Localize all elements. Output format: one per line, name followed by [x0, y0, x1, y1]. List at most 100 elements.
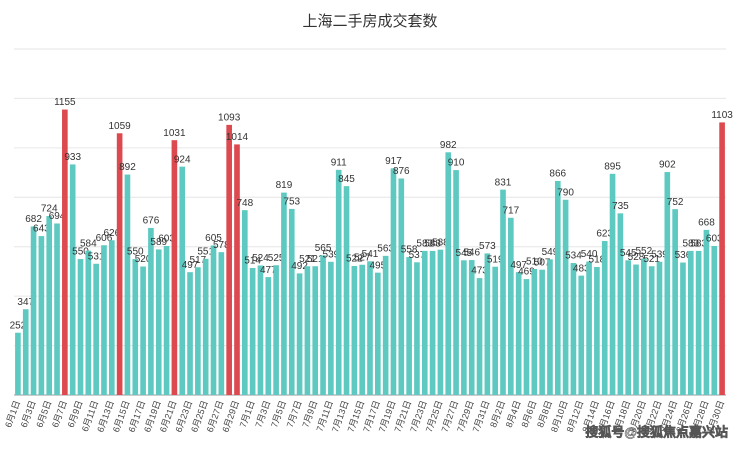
bar [226, 124, 232, 395]
value-label: 748 [236, 198, 253, 209]
value-label: 518 [589, 255, 606, 266]
bar [390, 168, 397, 395]
value-label: 558 [401, 245, 418, 256]
value-label: 525 [268, 253, 285, 264]
value-label: 605 [205, 233, 222, 244]
bar [179, 166, 186, 395]
bar [335, 169, 342, 395]
bar [202, 258, 209, 395]
value-label: 606 [96, 233, 113, 244]
bar [30, 226, 37, 395]
bar [398, 178, 405, 395]
value-label: 917 [385, 156, 402, 167]
value-label: 588 [432, 237, 449, 248]
bar [719, 122, 725, 395]
bar [406, 257, 412, 395]
bar [687, 250, 694, 395]
bar [508, 217, 514, 395]
bar [461, 260, 467, 395]
bar [500, 189, 506, 395]
bar [234, 144, 240, 395]
value-label: 521 [299, 254, 316, 265]
value-label: 347 [17, 297, 34, 308]
bar [304, 266, 311, 395]
value-label: 1155 [54, 97, 76, 108]
bar [273, 265, 279, 395]
bar [241, 210, 248, 395]
bar [265, 277, 272, 395]
value-label: 507 [534, 257, 551, 268]
value-label: 735 [612, 201, 629, 212]
value-label: 668 [698, 218, 715, 229]
bar [46, 216, 53, 395]
bar [132, 259, 139, 395]
bar [155, 249, 162, 395]
bar [711, 245, 718, 395]
value-label: 982 [440, 140, 457, 151]
value-label: 531 [88, 251, 105, 262]
value-label: 578 [213, 240, 230, 251]
value-label: 514 [244, 256, 261, 267]
bar [625, 260, 632, 395]
value-label: 537 [409, 250, 426, 261]
bar [148, 227, 154, 395]
bar [680, 262, 686, 395]
value-label: 539 [651, 249, 668, 260]
bar [288, 208, 295, 395]
value-label: 550 [127, 247, 144, 258]
value-label: 933 [64, 152, 81, 163]
value-label: 717 [502, 205, 519, 216]
value-label: 536 [675, 250, 692, 261]
bar [343, 186, 350, 395]
value-label: 519 [487, 254, 504, 265]
value-label: 583 [682, 239, 699, 250]
bar [421, 250, 428, 395]
bar [672, 209, 678, 395]
value-label: 527 [354, 252, 371, 263]
value-label: 1031 [163, 128, 186, 139]
value-label: 520 [135, 254, 152, 265]
bar [54, 223, 60, 395]
value-label: 876 [393, 166, 410, 177]
bar [570, 263, 577, 395]
value-label: 469 [518, 267, 535, 278]
bar [257, 265, 264, 395]
value-label: 603 [706, 234, 723, 245]
bar [351, 265, 358, 395]
value-label: 521 [643, 254, 660, 265]
bar [562, 199, 569, 395]
bar [163, 245, 170, 395]
value-label: 546 [463, 248, 480, 259]
value-label: 252 [10, 320, 27, 331]
value-label: 682 [25, 214, 42, 225]
bar [382, 255, 389, 395]
bar [554, 180, 561, 395]
value-label: 549 [542, 247, 559, 258]
value-label: 545 [620, 248, 637, 259]
value-label: 539 [323, 249, 340, 260]
value-label: 603 [158, 234, 175, 245]
bar [328, 261, 334, 395]
value-label: 492 [291, 261, 308, 272]
watermark: 搜狐号@搜狐焦点嘉兴站 [585, 424, 728, 439]
bar [249, 267, 256, 395]
value-label: 845 [338, 174, 355, 185]
bar [77, 259, 84, 395]
value-label: 524 [252, 253, 269, 264]
value-label: 573 [479, 241, 496, 252]
bar [586, 261, 592, 395]
bar [648, 266, 655, 395]
bar [15, 332, 21, 395]
bar [414, 262, 420, 395]
bar [641, 258, 647, 395]
bar [656, 261, 663, 395]
bar [594, 266, 600, 395]
bar [320, 255, 326, 395]
value-label: 534 [565, 251, 582, 262]
bar [429, 250, 436, 395]
bar [601, 241, 608, 395]
value-label: 924 [174, 154, 191, 165]
bar [515, 272, 522, 395]
bar [359, 264, 365, 395]
